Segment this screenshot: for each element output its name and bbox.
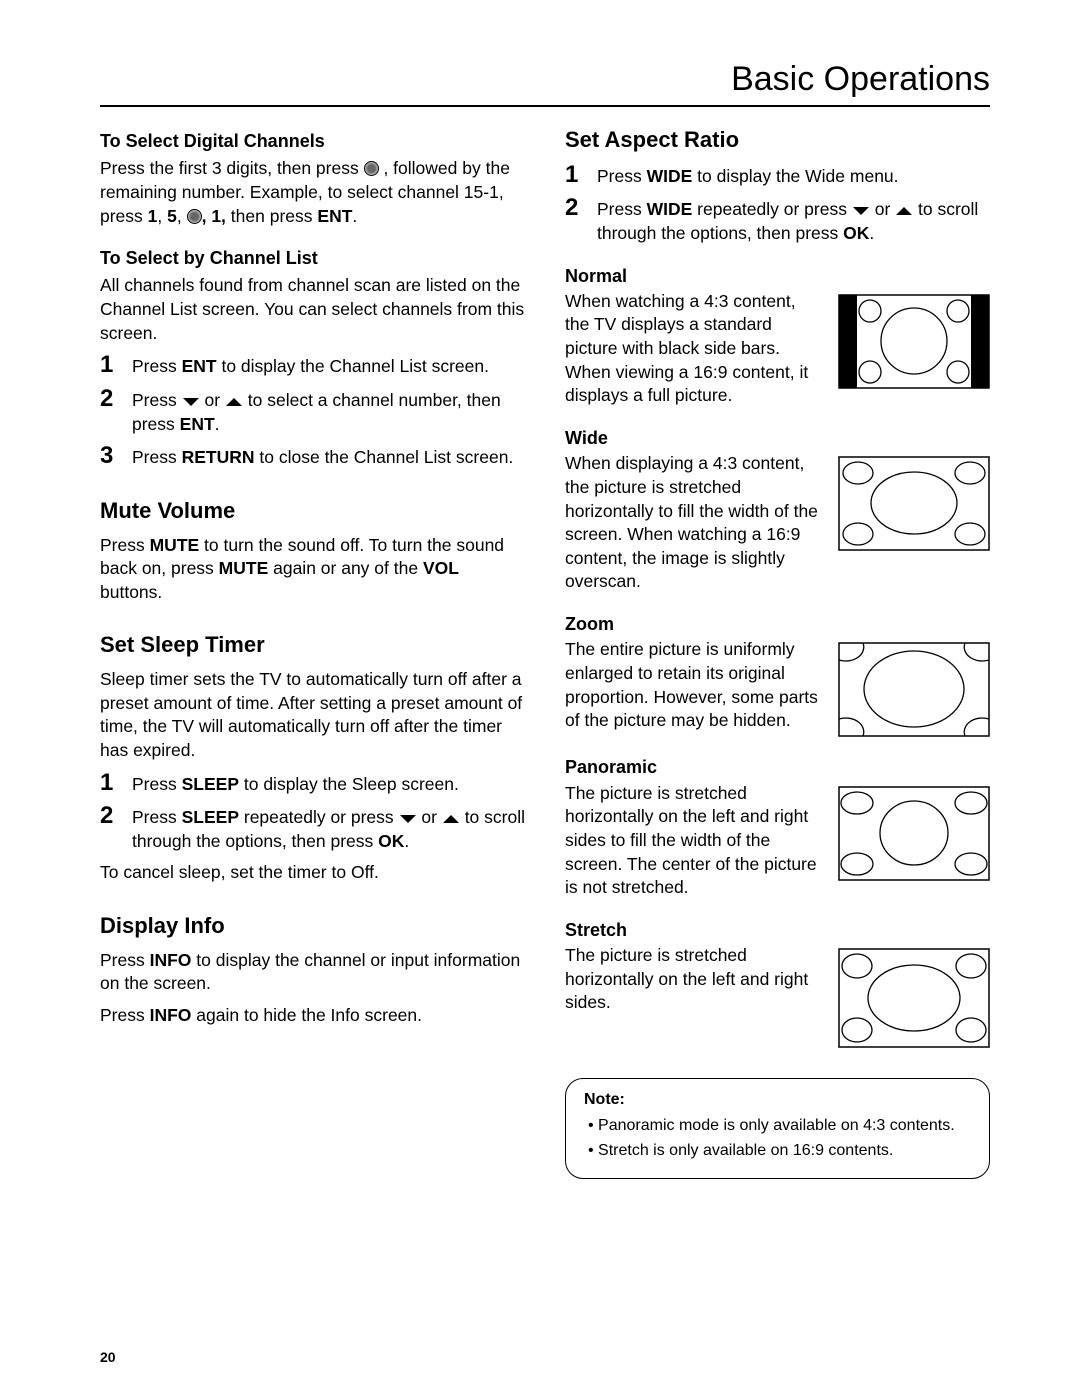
mode-stretch-heading: Stretch [565, 918, 990, 942]
list-item: 1Press SLEEP to display the Sleep screen… [100, 771, 525, 797]
mode-stretch-diagram [838, 948, 990, 1048]
page-number: 20 [100, 1349, 116, 1365]
mode-wide-text: When displaying a 4:3 content, the pictu… [565, 452, 824, 594]
digital-channels-text: Press the first 3 digits, then press , f… [100, 157, 525, 228]
step-number: 2 [100, 387, 118, 411]
chevron-down-icon [182, 396, 200, 408]
mute-text: Press MUTE to turn the sound off. To tur… [100, 534, 525, 605]
note-item: Stretch is only available on 16:9 conten… [588, 1140, 971, 1162]
channel-list-steps: 1Press ENT to display the Channel List s… [100, 353, 525, 470]
mode-zoom-text: The entire picture is uniformly enlarged… [565, 638, 824, 733]
mute-heading: Mute Volume [100, 496, 525, 526]
list-item: 2Press SLEEP repeatedly or press or to s… [100, 804, 525, 853]
two-column-layout: To Select Digital Channels Press the fir… [100, 125, 990, 1179]
sleep-steps: 1Press SLEEP to display the Sleep screen… [100, 771, 525, 854]
chevron-up-icon [225, 396, 243, 408]
display-info-text2: Press INFO again to hide the Info screen… [100, 1004, 525, 1028]
mode-wide-heading: Wide [565, 426, 990, 450]
display-info-heading: Display Info [100, 911, 525, 941]
mode-zoom-diagram [838, 642, 990, 737]
step-number: 2 [565, 196, 583, 220]
sleep-intro: Sleep timer sets the TV to automatically… [100, 668, 525, 763]
page-title: Basic Operations [100, 60, 990, 107]
mode-normal-diagram [838, 294, 990, 389]
channel-list-intro: All channels found from channel scan are… [100, 274, 525, 345]
right-column: Set Aspect Ratio 1Press WIDE to display … [565, 125, 990, 1179]
list-item: 1Press WIDE to display the Wide menu. [565, 163, 990, 189]
mode-normal-text: When watching a 4:3 content, the TV disp… [565, 290, 824, 408]
step-number: 1 [100, 353, 118, 377]
dot-icon [187, 209, 202, 224]
list-item: 2Press WIDE repeatedly or press or to sc… [565, 196, 990, 245]
step-number: 2 [100, 804, 118, 828]
dot-icon [364, 161, 379, 176]
mode-stretch-text: The picture is stretched horizontally on… [565, 944, 824, 1015]
step-number: 1 [100, 771, 118, 795]
left-column: To Select Digital Channels Press the fir… [100, 125, 525, 1179]
sleep-cancel: To cancel sleep, set the timer to Off. [100, 861, 525, 885]
step-number: 1 [565, 163, 583, 187]
aspect-heading: Set Aspect Ratio [565, 125, 990, 155]
list-item: 2Press or to select a channel number, th… [100, 387, 525, 436]
mode-panoramic-heading: Panoramic [565, 755, 990, 779]
aspect-steps: 1Press WIDE to display the Wide menu. 2P… [565, 163, 990, 246]
mode-normal-heading: Normal [565, 264, 990, 288]
digital-channels-heading: To Select Digital Channels [100, 129, 525, 153]
channel-list-heading: To Select by Channel List [100, 246, 525, 270]
note-box: Note: Panoramic mode is only available o… [565, 1078, 990, 1179]
step-number: 3 [100, 444, 118, 468]
chevron-down-icon [852, 205, 870, 217]
note-item: Panoramic mode is only available on 4:3 … [588, 1115, 971, 1137]
list-item: 3Press RETURN to close the Channel List … [100, 444, 525, 470]
display-info-text: Press INFO to display the channel or inp… [100, 949, 525, 996]
mode-panoramic-diagram [838, 786, 990, 881]
mode-wide-diagram [838, 456, 990, 551]
chevron-down-icon [399, 813, 417, 825]
list-item: 1Press ENT to display the Channel List s… [100, 353, 525, 379]
chevron-up-icon [895, 205, 913, 217]
mode-zoom-heading: Zoom [565, 612, 990, 636]
chevron-up-icon [442, 813, 460, 825]
sleep-heading: Set Sleep Timer [100, 630, 525, 660]
mode-panoramic-text: The picture is stretched horizontally on… [565, 782, 824, 900]
note-title: Note: [584, 1089, 971, 1111]
